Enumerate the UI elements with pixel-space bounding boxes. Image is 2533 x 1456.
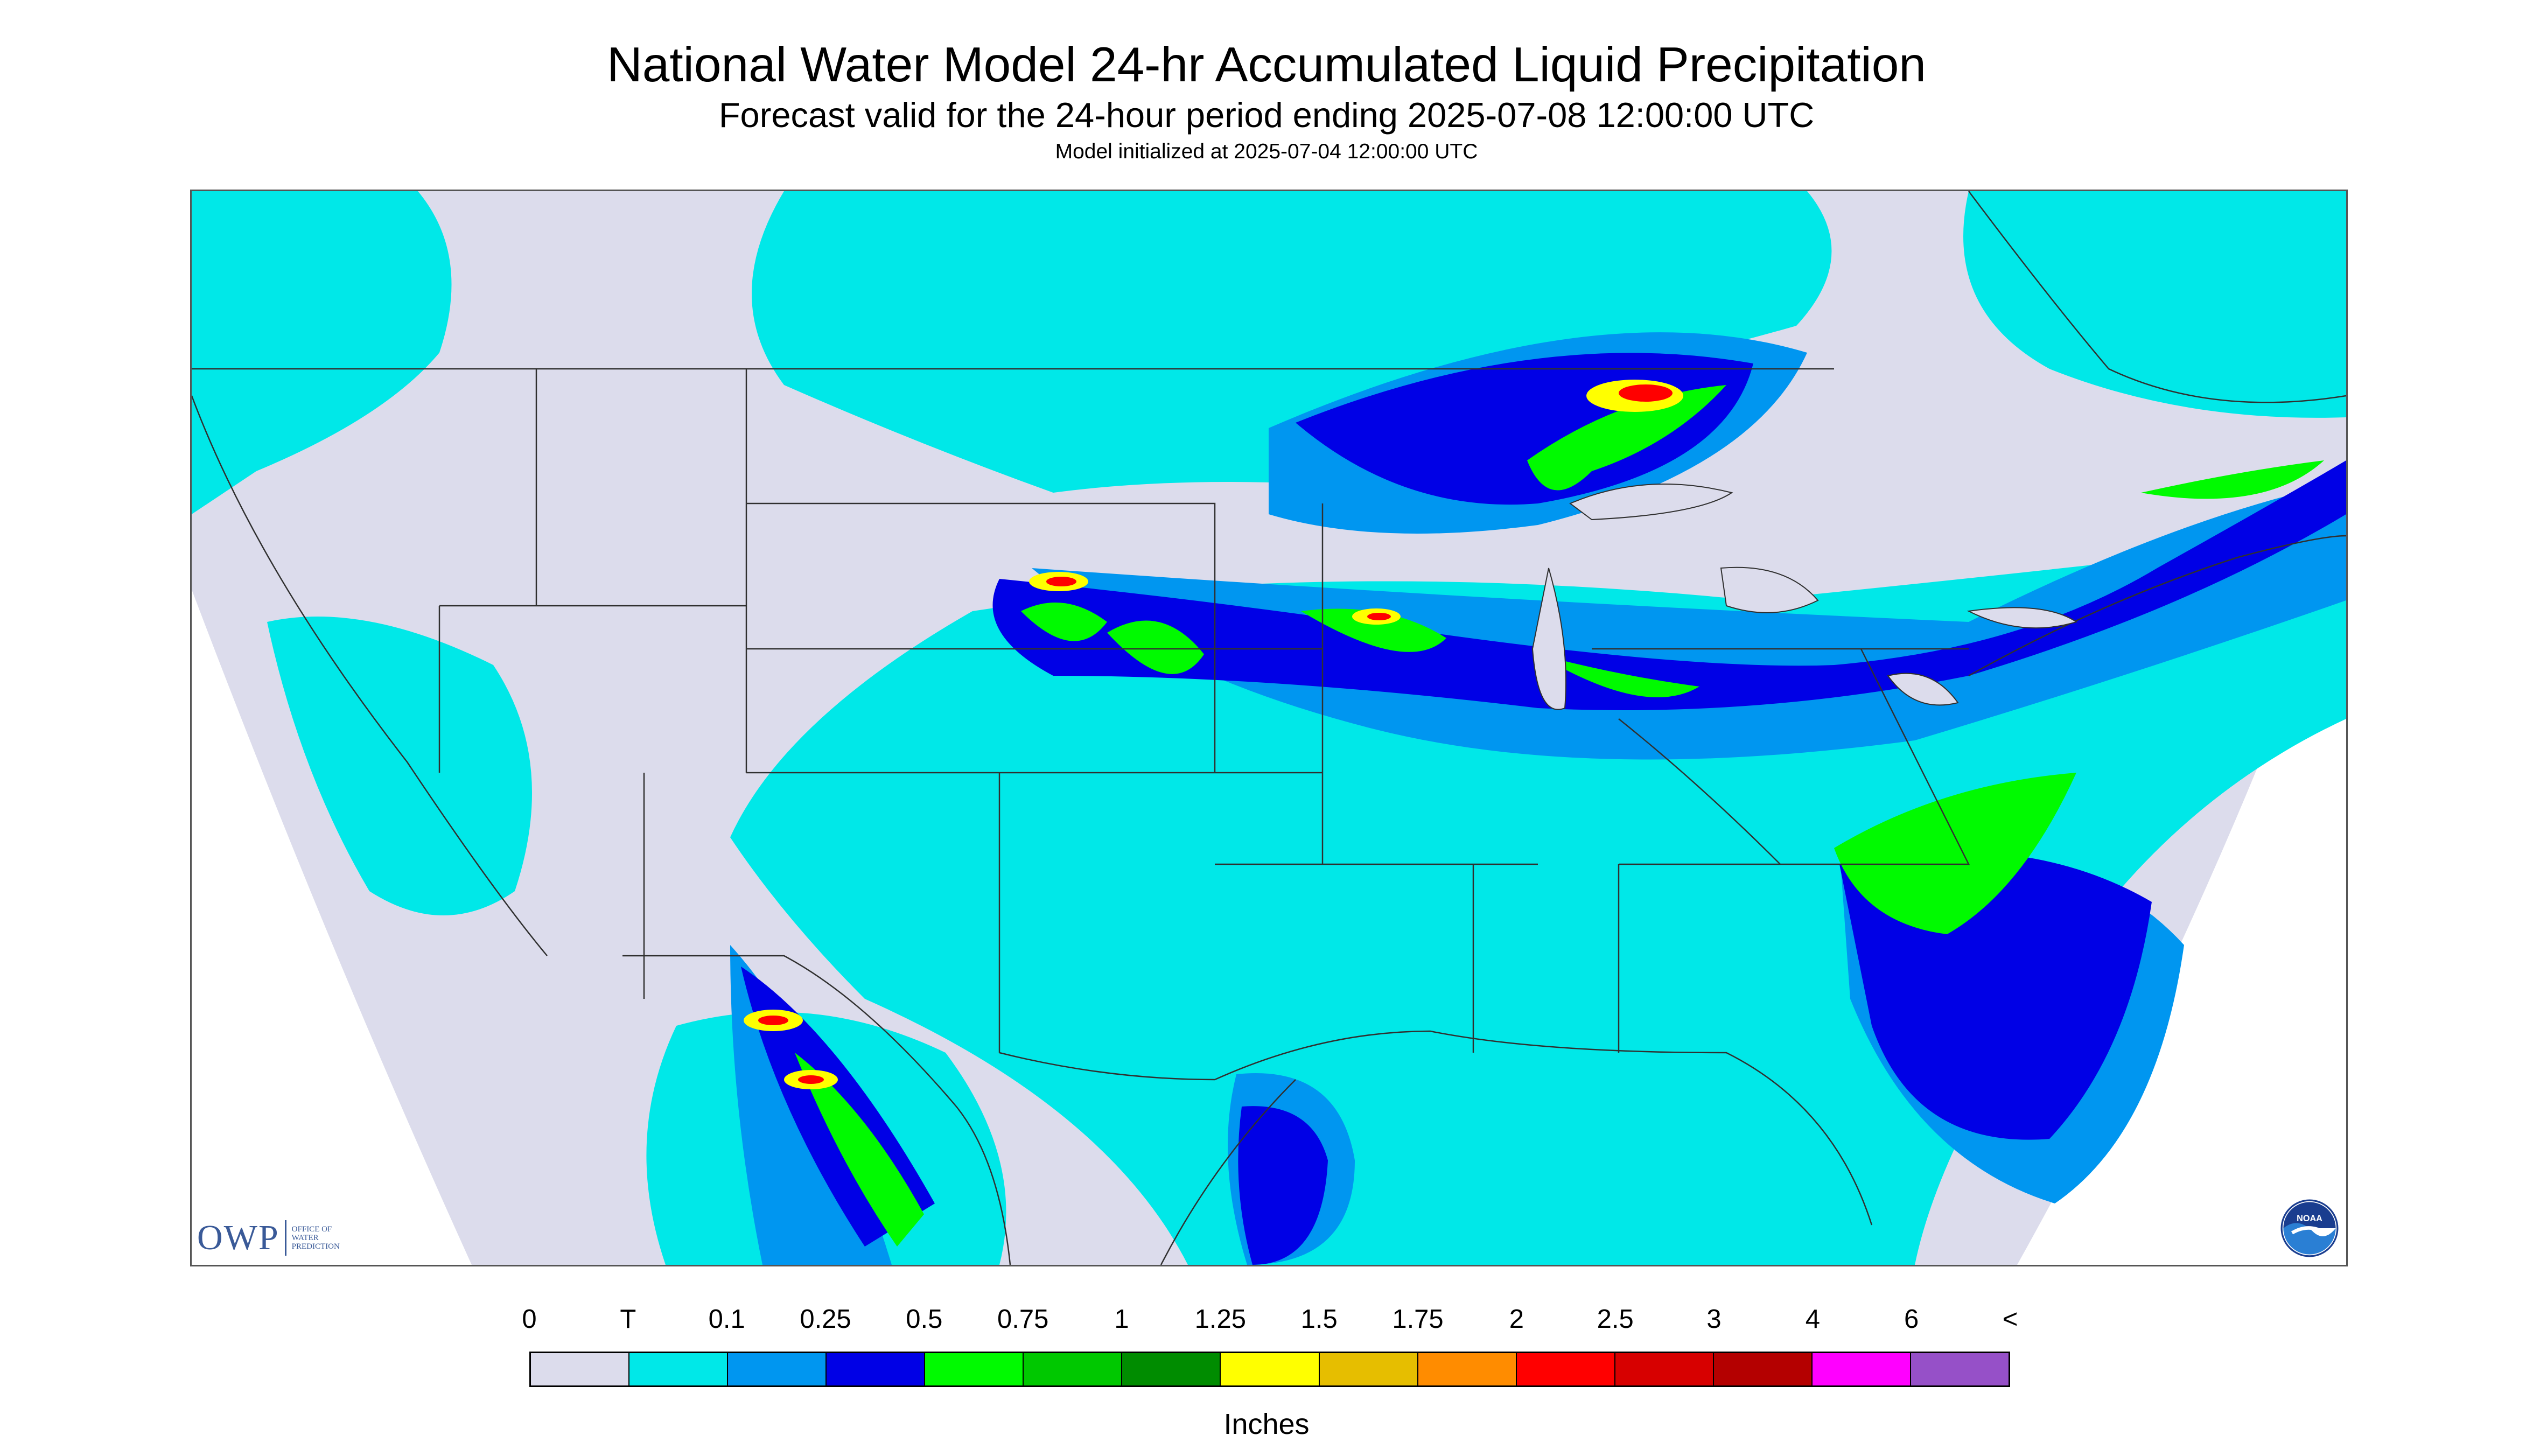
map-title: National Water Model 24-hr Accumulated L… [607,38,1926,92]
legend-label: 3 [1706,1305,1722,1334]
legend-label: 2 [1509,1305,1524,1334]
precipitation-map-canvas [192,191,2346,1265]
legend-label: 0.5 [906,1305,943,1334]
legend-label: 0.1 [708,1305,745,1334]
legend-label: 1.75 [1392,1305,1444,1334]
map-subtitle: Forecast valid for the 24-hour period en… [718,95,1815,135]
projection-edge-left [192,590,472,1265]
noaa-logo-text: NOAA [2297,1214,2322,1223]
legend-label: 0 [522,1305,537,1334]
legend-swatch [728,1353,827,1385]
legend-swatch [1122,1353,1221,1385]
legend-label: 4 [1805,1305,1820,1334]
legend-units: Inches [1223,1408,1310,1440]
owp-logo: OWP OFFICE OF WATER PREDICTION [197,1217,340,1258]
owp-sub-line-3: PREDICTION [291,1242,340,1251]
legend-swatch [1319,1353,1418,1385]
legend-swatch [1911,1353,2009,1385]
legend-colorbar [529,1352,2010,1387]
legend-swatch [925,1353,1024,1385]
legend-labels: 0 T 0.1 0.25 0.5 0.75 1 1.25 1.5 1.75 2 2.5 3 4 6 < [0,1303,2533,1341]
owp-sub-line-1: OFFICE OF [291,1225,332,1234]
legend-label: 1.5 [1300,1305,1338,1334]
legend-label: 1.25 [1194,1305,1247,1334]
political-boundaries [192,191,2346,1265]
great-lakes [1531,484,2078,710]
owp-sub-line-2: WATER [291,1234,319,1242]
legend-swatch [1812,1353,1911,1385]
legend-label: 0.75 [997,1305,1049,1334]
legend-swatch [1615,1353,1714,1385]
owp-logo-text: OWP [197,1218,279,1257]
legend-label: 1 [1114,1305,1129,1334]
legend-label: < [2002,1305,2018,1334]
model-init-line: Model initialized at 2025-07-04 12:00:00… [1055,140,1478,163]
legend-label: 0.25 [800,1305,851,1334]
legend-swatch [531,1353,630,1385]
owp-logo-divider [284,1220,286,1256]
legend-label: T [620,1305,636,1334]
projection-edge-right [2017,536,2346,1265]
precip-0-5-areas [795,385,2324,1247]
legend-swatch [629,1353,729,1385]
legend-swatch [1221,1353,1320,1385]
legend-swatch [1024,1353,1123,1385]
legend-label: 2.5 [1597,1305,1634,1334]
legend-swatch [1516,1353,1615,1385]
legend-swatch [827,1353,926,1385]
precip-heavy-cores [744,380,1683,1089]
precipitation-map: OWP OFFICE OF WATER PREDICTION NOAA [190,190,2348,1266]
legend-swatch [1713,1353,1813,1385]
legend-label: 6 [1904,1305,1919,1334]
noaa-logo-icon: NOAA [2280,1199,2339,1257]
owp-logo-subtitle: OFFICE OF WATER PREDICTION [292,1225,340,1251]
legend-swatch [1418,1353,1517,1385]
